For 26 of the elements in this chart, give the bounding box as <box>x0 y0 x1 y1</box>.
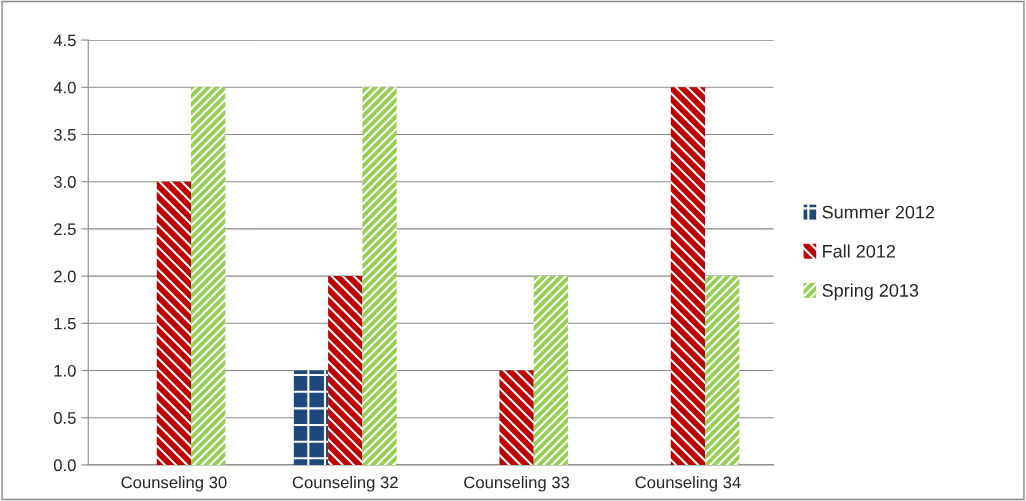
y-tick-label: 0.0 <box>53 459 76 472</box>
bar <box>362 87 397 465</box>
y-tick-label: 4.0 <box>53 81 76 94</box>
x-tick-label: Counseling 34 <box>635 476 741 492</box>
x-tick-label: Counseling 33 <box>464 476 570 492</box>
y-tick-label: 0.5 <box>53 412 76 424</box>
bar <box>533 276 568 465</box>
bar <box>293 370 329 465</box>
y-tick-label: 1.5 <box>54 317 76 330</box>
bar <box>499 370 534 465</box>
y-tick-label: 3.5 <box>53 128 76 141</box>
bar <box>191 87 226 465</box>
y-tick-label: 4.5 <box>53 34 76 47</box>
legend-label: Fall 2012 <box>823 244 895 258</box>
y-tick-label: 2.0 <box>54 270 76 283</box>
bar <box>670 87 706 465</box>
bar <box>705 276 740 465</box>
legend-label: Summer 2012 <box>822 205 935 219</box>
y-tick-label: 3.0 <box>53 176 76 188</box>
bar <box>328 276 363 465</box>
y-tick-label: 1.0 <box>54 364 76 377</box>
bar <box>156 181 192 465</box>
x-tick-label: Counseling 30 <box>121 476 227 492</box>
y-tick-label: 2.5 <box>54 223 76 236</box>
x-tick-label: Counseling 32 <box>292 476 398 492</box>
legend-label: Spring 2013 <box>822 283 919 301</box>
